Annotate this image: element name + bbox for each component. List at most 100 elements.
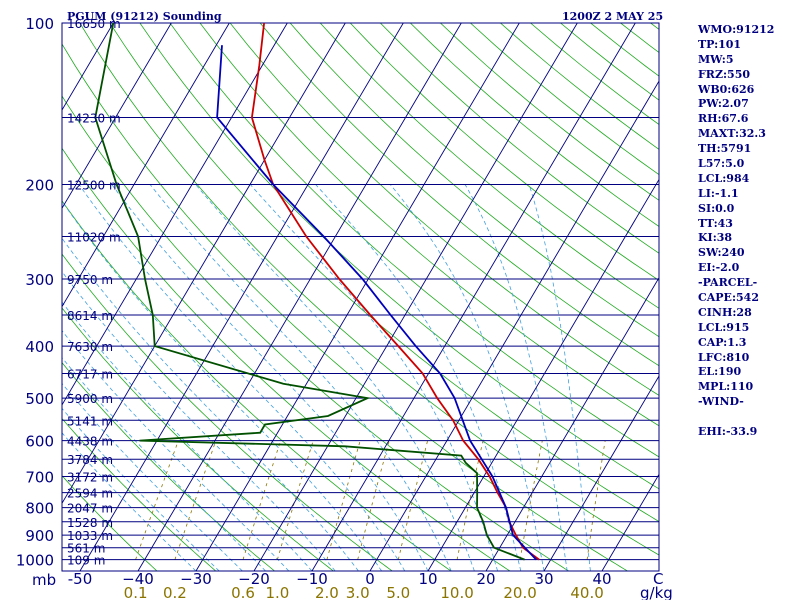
height-label: 7630 m <box>67 340 113 354</box>
temperature-tick-label: −30 <box>180 570 212 588</box>
moist-adiabat-line <box>149 184 452 571</box>
temperature-unit-label: C <box>653 570 663 588</box>
temperature-tick-label: −10 <box>296 570 328 588</box>
dry-adiabat-line <box>62 307 334 571</box>
index-item: TH:5791 <box>698 142 752 156</box>
sounding-time: 1200Z 2 MAY 25 <box>562 10 663 23</box>
moist-adiabat-line <box>62 407 220 571</box>
dry-adiabat-line <box>109 23 659 523</box>
pressure-label: 800 <box>25 500 54 518</box>
mixing-ratio-line <box>277 440 314 560</box>
temperature-tick-label: 40 <box>592 570 611 588</box>
index-item: FRZ:550 <box>698 67 751 81</box>
mixing-ratio-label: 0.2 <box>163 584 187 600</box>
height-label: 11020 m <box>67 231 121 245</box>
moist-adiabat-line <box>62 301 313 571</box>
moist-adiabat-line <box>315 184 522 571</box>
dry-adiabat-line <box>289 23 659 338</box>
isotherm-line <box>427 178 659 571</box>
index-item: L57:5.0 <box>698 157 745 171</box>
pressure-label: 400 <box>25 338 54 356</box>
height-label: 2594 m <box>67 487 113 501</box>
temperature-tick-labels: -50 −40 −30 −20 −10 0 10 20 30 40 <box>68 570 612 588</box>
isotherms <box>62 23 659 571</box>
height-label: 1033 m <box>67 529 113 543</box>
index-item: TP:101 <box>698 37 742 51</box>
height-label: 1528 m <box>67 516 113 530</box>
mixing-ratio-line <box>397 440 428 560</box>
pressure-label: 500 <box>25 390 54 408</box>
temperature-tick-label: -50 <box>68 570 93 588</box>
isotherm-line <box>62 23 172 210</box>
parcel-profile-line <box>216 45 537 561</box>
moist-adiabat-line <box>528 184 591 571</box>
moist-adiabat-line <box>62 357 266 571</box>
index-item: -WIND- <box>698 395 744 409</box>
index-item: EHI:-33.9 <box>698 425 758 439</box>
dry-adiabat-line <box>169 23 659 458</box>
index-item: TT:43 <box>698 216 733 230</box>
temperature-tick-label: 10 <box>418 570 437 588</box>
mixing-ratio-label: 0.6 <box>231 584 255 600</box>
dry-adiabat-line <box>62 417 217 571</box>
mixing-ratio-label: 5.0 <box>386 584 410 600</box>
station-title: PGUM (91212) Sounding <box>67 10 222 23</box>
height-label: 8614 m <box>67 309 113 323</box>
mixing-ratio-line <box>519 440 543 560</box>
height-label: 16650 m <box>67 17 121 31</box>
plot-frame <box>61 22 660 572</box>
height-label: 6717 m <box>67 368 113 382</box>
isotherm-line <box>253 23 578 571</box>
mixing-ratio-labels: 0.1 0.2 0.6 1.0 2.0 3.0 5.0 10.0 20.0 40.0 <box>124 584 604 600</box>
temperature-tick-label: 20 <box>476 570 495 588</box>
isotherm-line <box>79 23 404 571</box>
pressure-label: 1000 <box>16 552 54 570</box>
height-label: 3172 m <box>67 471 113 485</box>
isotherm-line <box>62 23 346 505</box>
index-item: LI:-1.1 <box>698 186 739 200</box>
temperature-tick-label: −40 <box>122 570 154 588</box>
index-item: KI:38 <box>698 231 733 245</box>
mixing-ratio-line <box>357 440 390 560</box>
index-item: EI:-2.0 <box>698 261 740 275</box>
mixing-ratio-line <box>456 440 484 560</box>
index-item: MW:5 <box>698 52 734 66</box>
isotherm-line <box>62 23 230 308</box>
mixing-ratio-label: 0.1 <box>124 584 148 600</box>
isotherm-line <box>195 23 520 571</box>
isotherm-line <box>369 80 659 571</box>
moist-adiabat-line <box>62 270 336 571</box>
isotherm-line <box>311 23 636 571</box>
mixing-ratio-label: 2.0 <box>315 584 339 600</box>
height-label: 5900 m <box>67 392 113 406</box>
dry-adiabat-line <box>199 23 659 427</box>
moist-adiabat-line <box>62 200 382 571</box>
dry-adiabat-line <box>62 147 511 571</box>
sounding-profiles <box>94 23 540 561</box>
height-label: 12500 m <box>67 179 121 193</box>
index-item: LFC:810 <box>698 350 750 364</box>
height-label: 5141 m <box>67 414 113 428</box>
dry-adiabat-line <box>229 23 659 396</box>
height-label: 3784 m <box>67 453 113 467</box>
index-item: SI:0.0 <box>698 201 735 215</box>
pressure-labels: 100 200 300 400 500 600 700 800 900 1000 <box>16 15 54 570</box>
height-label: 561 m <box>67 542 105 556</box>
pressure-label: 700 <box>25 469 54 487</box>
temperature-tick-label: 30 <box>534 570 553 588</box>
height-label: 109 m <box>67 554 105 568</box>
dry-adiabat-line <box>62 475 158 571</box>
index-item: SW:240 <box>698 246 745 260</box>
pressure-label: 600 <box>25 433 54 451</box>
index-item: PW:2.07 <box>698 97 749 111</box>
mixing-ratio-line <box>326 440 361 560</box>
mixing-ratio-label: 10.0 <box>440 584 473 600</box>
height-label: 14230 m <box>67 112 121 126</box>
mixing-ratio-label: 20.0 <box>503 584 536 600</box>
index-item: CINH:28 <box>698 305 752 319</box>
index-item: -PARCEL- <box>698 276 758 290</box>
height-label: 9750 m <box>67 273 113 287</box>
dry-adiabat-line <box>62 362 275 571</box>
index-item: WMO:91212 <box>698 23 775 36</box>
